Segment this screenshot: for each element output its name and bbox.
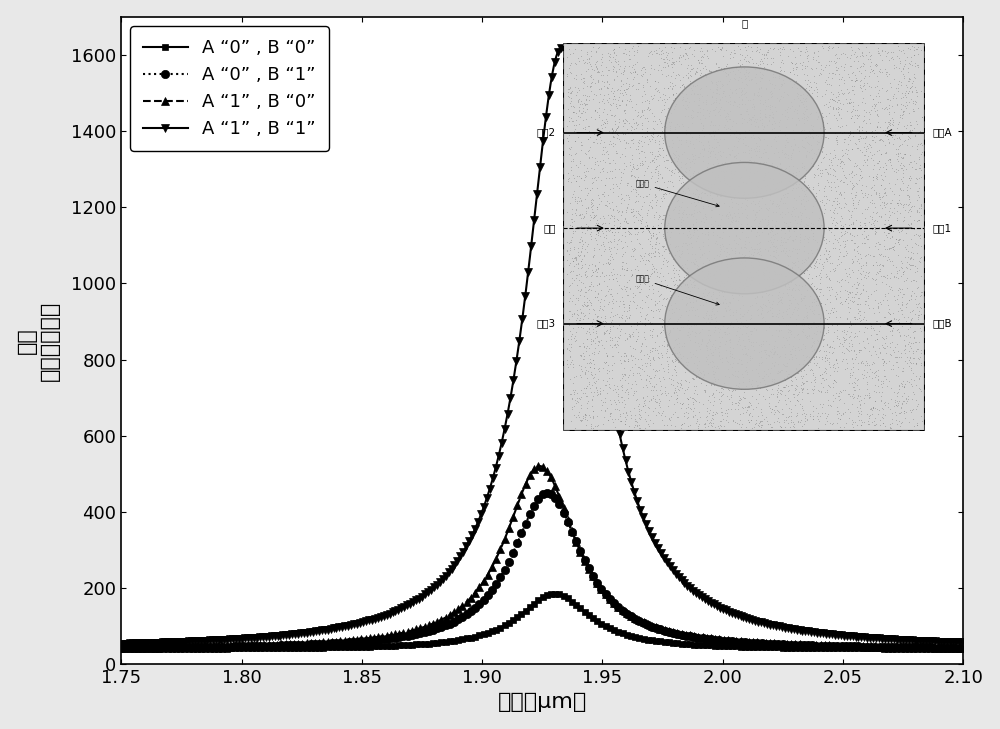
A “1” , B “0” [534,461,546,470]
A “1” , B “0” [933,643,945,652]
A “1” , B “1” [502,405,514,414]
A “1” , B “1” [158,638,170,647]
A “0” , B “1” [158,643,170,652]
A “0” , B “0” [933,644,945,653]
A “1” , B “1” [779,623,791,632]
Y-axis label: 功率
（任意单位）: 功率 （任意单位） [17,300,60,381]
A “0” , B “0” [115,644,127,653]
Line: A “0” , B “0”: A “0” , B “0” [118,590,967,652]
A “1” , B “0” [933,643,945,652]
A “1” , B “0” [957,643,969,652]
A “1” , B “1” [933,637,945,646]
A “1” , B “0” [115,643,127,652]
A “0” , B “0” [158,644,170,653]
A “0” , B “1” [525,508,537,517]
A “0” , B “1” [115,644,127,652]
Legend: A “0” , B “0”, A “0” , B “1”, A “1” , B “0”, A “1” , B “1”: A “0” , B “0”, A “0” , B “1”, A “1” , B … [130,26,329,151]
A “1” , B “1” [933,637,945,646]
A “1” , B “1” [957,638,969,647]
Line: A “0” , B “1”: A “0” , B “1” [117,488,968,652]
A “1” , B “1” [555,43,567,52]
A “1” , B “0” [525,469,537,478]
A “0” , B “1” [541,488,553,497]
A “0” , B “1” [933,643,945,652]
A “0” , B “0” [957,644,969,653]
A “1” , B “0” [502,525,514,534]
A “0” , B “0” [548,589,560,598]
A “1” , B “1” [525,246,537,254]
A “0” , B “1” [933,643,945,652]
Line: A “1” , B “1”: A “1” , B “1” [117,44,968,648]
A “1” , B “0” [158,643,170,652]
A “1” , B “1” [115,639,127,648]
X-axis label: 波长（μm）: 波长（μm） [498,693,587,712]
A “0” , B “1” [957,644,969,652]
A “1” , B “0” [779,639,791,648]
A “0” , B “0” [525,602,537,611]
A “0” , B “0” [779,643,791,652]
A “0” , B “1” [502,558,514,566]
A “0” , B “0” [933,644,945,653]
A “0” , B “0” [502,619,514,628]
Line: A “1” , B “0”: A “1” , B “0” [117,462,968,652]
A “0” , B “1” [779,640,791,649]
